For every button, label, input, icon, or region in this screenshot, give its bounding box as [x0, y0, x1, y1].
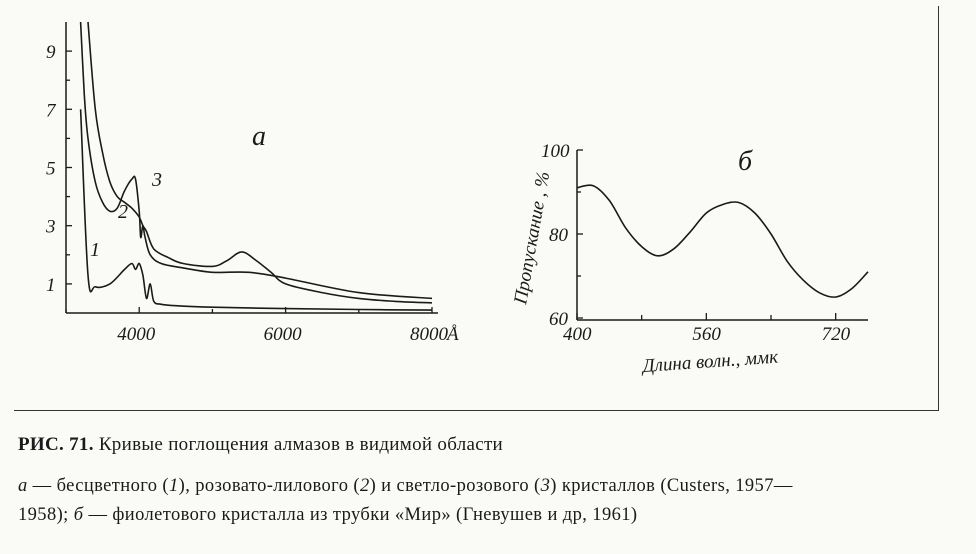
figure-frame — [14, 6, 939, 411]
caption-text: 1958); — [18, 505, 74, 525]
caption-title-text: Кривые поглощения алмазов в видимой обла… — [98, 434, 504, 455]
panel-a-y-tick-label: 1 — [46, 275, 56, 296]
panel-a-curve-1 — [79, 109, 433, 311]
caption-text: ), розовато-лилового ( — [178, 476, 360, 496]
panel-a-curve-3-label: 3 — [151, 169, 162, 191]
panel-b-x-tick-label: 720 — [822, 324, 851, 345]
panel-a-curve-2-label: 2 — [118, 201, 128, 223]
caption-figure-number: РИС. 71. — [18, 434, 94, 455]
panel-a-label: a — [252, 121, 266, 152]
panel-a-curve-2 — [87, 21, 433, 304]
panel-b-chart: 60 80 100 400 560 720 б Пропускание , % Длин… — [510, 141, 869, 377]
panel-b-x-label: Длина волн., ммк — [640, 346, 780, 377]
caption-text: — бесцветного ( — [27, 476, 169, 496]
panel-a-y-tick-label: 7 — [46, 100, 57, 121]
panel-b-y-label: Пропускание , % — [510, 170, 554, 307]
panel-b-y-tick-label: 60 — [549, 309, 569, 330]
panel-a-y-tick-label: 5 — [46, 159, 56, 180]
panel-a-curve-3 — [79, 21, 433, 300]
panel-a-x-unit: Å — [445, 324, 459, 345]
panel-a-curve-1-label: 1 — [90, 239, 100, 261]
caption-curve-1: 1 — [169, 476, 179, 496]
panel-a-x-tick-label: 8000 — [410, 324, 449, 345]
caption-text: — фиолетового кристалла из трубки «Мир» … — [83, 505, 638, 525]
caption-text: ) кристаллов (Custers, 1957— — [550, 476, 793, 496]
panel-b-y-tick-label: 80 — [549, 225, 569, 246]
caption-text: ) и светло-розового ( — [369, 476, 541, 496]
panel-a-y-tick-label: 3 — [45, 217, 56, 238]
figure-caption-title: РИС. 71. Кривые поглощения алмазов в вид… — [18, 434, 503, 456]
caption-curve-2: 2 — [359, 476, 370, 496]
caption-b-letter: б — [73, 505, 84, 525]
caption-curve-3: 3 — [540, 476, 551, 496]
panel-b-transmission-curve — [576, 184, 869, 298]
panel-b-y-tick-label: 100 — [541, 141, 570, 162]
figure-caption-body: а — бесцветного (1), розовато-лилового (… — [18, 472, 948, 530]
panel-b-x-tick-label: 560 — [692, 324, 721, 345]
panel-b-x-tick-label: 400 — [563, 324, 592, 345]
panel-a-y-tick-label: 9 — [46, 42, 56, 63]
panel-a-x-tick-label: 6000 — [264, 324, 303, 345]
caption-a-letter: а — [18, 476, 28, 496]
panel-b-label: б — [738, 146, 753, 177]
panel-a-x-tick-label: 4000 — [117, 324, 156, 345]
